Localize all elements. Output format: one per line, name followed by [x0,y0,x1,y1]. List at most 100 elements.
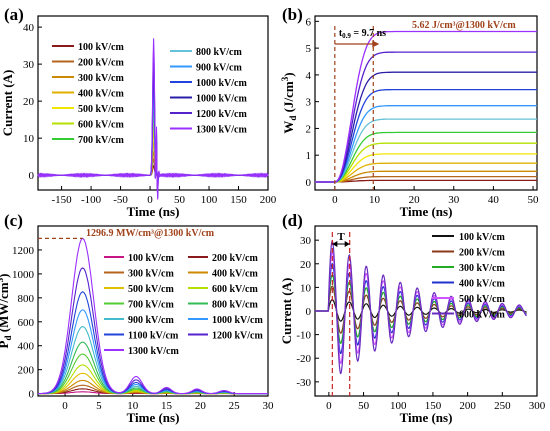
legend-label-a: 1300 kV/cm [196,125,248,136]
series-line-b [315,162,537,183]
x-tick-label-d: 100 [390,400,407,412]
y-tick-label-a: 10 [23,133,35,145]
x-tick-label-c: 0 [62,400,68,412]
legend-label-a: 1000 kV/cm [196,78,248,89]
y-tick-label-d: -30 [296,377,311,389]
x-tick-label-d: 300 [529,400,546,412]
legend-label-c: 100 kV/cm [128,253,175,264]
x-tick-label-d: 50 [358,400,370,412]
legend-label-d: 100 kV/cm [459,232,506,243]
legend-label-a: 500 kV/cm [78,104,125,115]
legend-label-c: 300 kV/cm [128,269,175,280]
plot-frame-a [37,15,269,191]
panel-c: (c) 0 200 400 600 800 1000 1200 0 5 10 15 20 25 30 1… [0,211,274,425]
y-tick-label-d: 30 [300,235,312,247]
y-tick-label-c: 600 [18,317,35,329]
x-tick-label-d: 250 [494,400,511,412]
series-line-c [38,364,268,395]
series-line-c [37,237,268,395]
legend-label-d: 600 kV/cm [459,310,506,321]
x-tick-label-c: 30 [263,400,275,412]
legend-label-c: 1300 kV/cm [128,346,180,357]
series-line-a [37,38,269,200]
annotation-rise-time: t0.9 = 9.7 ns [339,28,386,40]
x-tick-label-a: -150 [52,194,73,206]
series-line-b [315,30,537,183]
y-tick-label-c: 200 [18,365,35,377]
x-axis-label-b: Time (ns) [400,204,453,219]
legend-label-c: 500 kV/cm [128,284,175,295]
series-line-b [315,105,537,183]
y-tick-label-b: 0 [306,177,312,189]
y-tick-label-d: 20 [300,259,312,271]
legend-label-c: 200 kV/cm [212,253,259,264]
x-tick-label-d: 200 [459,400,476,412]
annotation-period: T [337,231,345,243]
legend-label-c: 1100 kV/cm [128,331,179,342]
legend-label-c: 800 kV/cm [212,300,259,311]
legend-label-c: 600 kV/cm [212,284,259,295]
plot-frame-b [314,15,538,191]
annotation-peak-power: 1296.9 MW/cm³@1300 kV/cm [86,228,215,239]
x-axis-label-d: Time (ns) [400,410,453,425]
legend-label-c: 400 kV/cm [212,269,259,280]
x-tick-label-b: 20 [409,194,421,206]
y-tick-label-b: 1 [306,150,312,162]
x-tick-label-c: 10 [127,400,139,412]
x-tick-label-a: 100 [201,194,218,206]
annotation-energy: 5.62 J/cm³@1300 kV/cm [412,20,516,31]
x-tick-label-a: 200 [260,194,277,206]
y-tick-label-c: 400 [18,341,35,353]
series-line-b [315,170,537,183]
y-tick-label-d: 0 [306,306,312,318]
legend-label-a: 800 kV/cm [196,47,243,58]
x-tick-label-d: 150 [425,400,442,412]
x-tick-label-a: 150 [230,194,247,206]
legend-label-c: 700 kV/cm [128,300,175,311]
y-tick-label-b: 6 [306,16,312,28]
y-axis-label-c: Pd (MW/cm3) [0,274,13,349]
arrow-head [372,40,380,48]
y-tick-label-a: 40 [23,22,35,34]
x-tick-label-a: -100 [81,194,102,206]
series-line-b [315,71,537,183]
series-line-c [38,379,268,395]
series-line-b [315,175,537,183]
y-tick-label-b: 4 [306,70,312,82]
x-tick-label-c: 25 [229,400,241,412]
y-tick-label-c: 1000 [12,269,35,281]
y-tick-label-d: -20 [296,353,311,365]
panel-b: (b) 0 1 2 3 4 5 6 0 10 20 30 40 50 t0.9 = 9.7 ns 5.6… [280,5,539,219]
x-tick-label-c: 15 [161,400,173,412]
period-arrow-head-right [344,241,350,247]
legend-label-a: 900 kV/cm [196,63,243,74]
y-tick-label-b: 3 [306,97,312,109]
period-arrow-head-left [332,241,338,247]
x-tick-label-a: 0 [147,194,153,206]
x-tick-label-a: 50 [174,194,186,206]
y-tick-label-c: 1200 [12,245,35,257]
x-axis-label-a: Time (ns) [127,204,180,219]
legend-label-c: 1000 kV/cm [212,315,264,326]
x-tick-label-c: 5 [96,400,102,412]
y-tick-label-c: 800 [18,293,35,305]
legend-label-c: 1200 kV/cm [212,331,264,342]
legend-label-a: 200 kV/cm [78,58,125,69]
series-line-b [315,51,537,183]
y-tick-label-a: 0 [29,170,35,182]
panel-label-c: (c) [4,211,23,230]
x-tick-label-c: 20 [195,400,207,412]
x-tick-label-b: 40 [488,194,500,206]
plot-frame-c [37,225,269,397]
series-line-b [315,118,537,183]
series-line-b [315,153,537,183]
series-line-b [315,142,537,183]
legend-label-c: 900 kV/cm [128,315,175,326]
x-tick-label-b: 50 [528,194,540,206]
series-line-b [315,88,537,183]
panel-label-a: (a) [4,5,24,24]
x-tick-label-a: -50 [113,194,128,206]
legend-label-d: 300 kV/cm [459,263,506,274]
legend-label-a: 700 kV/cm [78,135,125,146]
